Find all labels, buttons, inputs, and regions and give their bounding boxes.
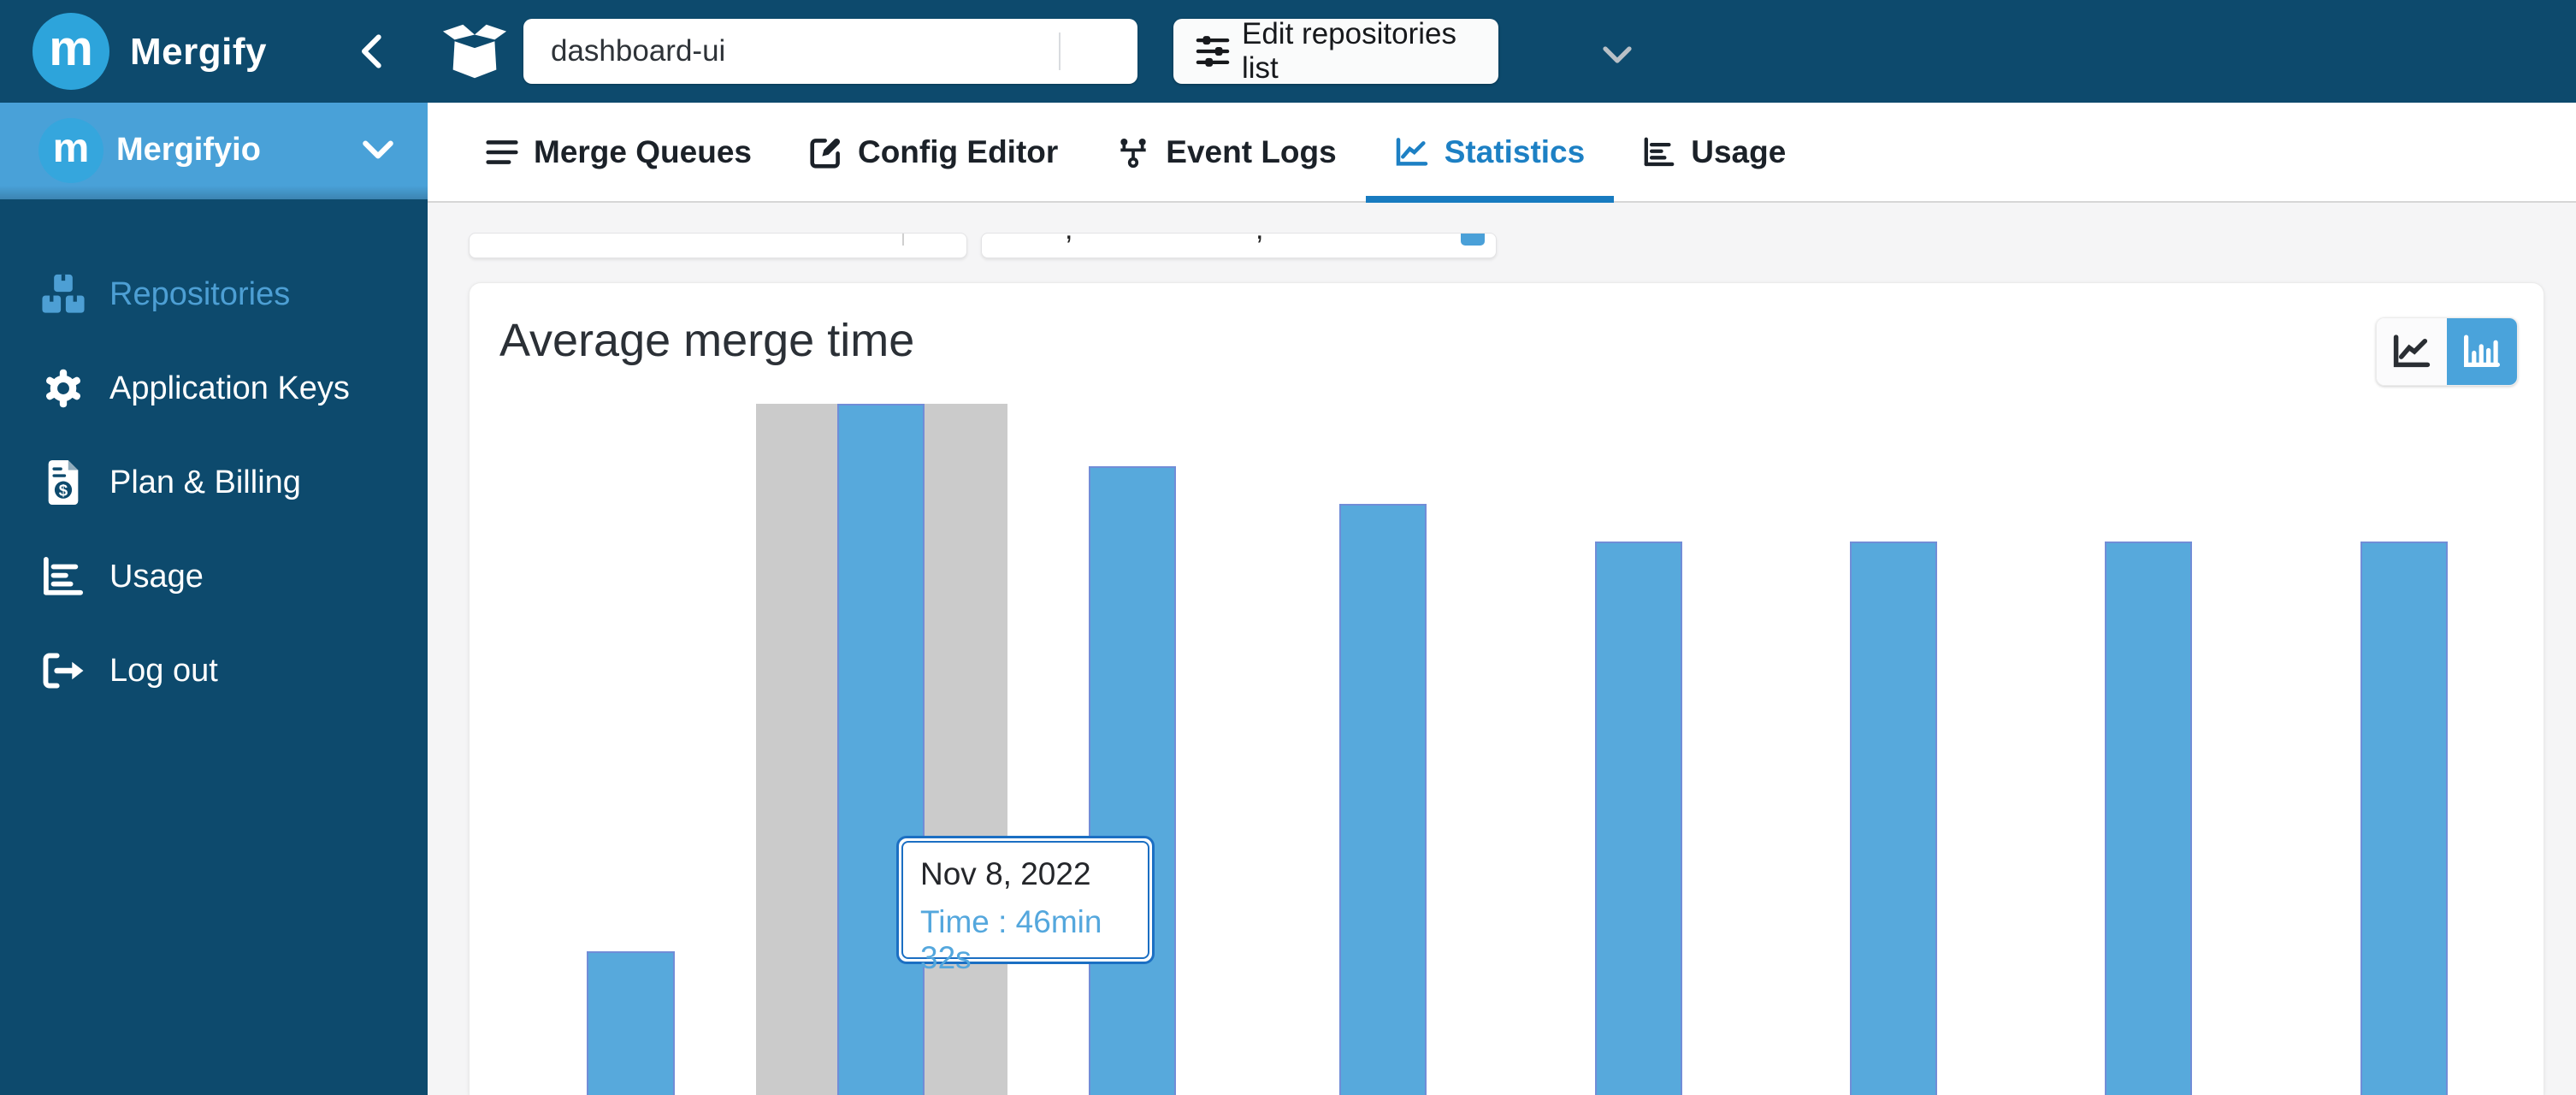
top-bar: m Mergify dashboard-ui bbox=[0, 0, 2576, 103]
repository-filter-select[interactable] bbox=[469, 233, 967, 258]
tab-label: Event Logs bbox=[1166, 133, 1337, 169]
sitemap-icon bbox=[1116, 136, 1150, 169]
cubes-icon bbox=[39, 274, 87, 315]
chart-hbar-icon bbox=[1643, 137, 1675, 168]
chart-type-toggle bbox=[2376, 317, 2518, 386]
sign-out-icon bbox=[39, 650, 87, 691]
bar-chart-toggle-button[interactable] bbox=[2447, 318, 2517, 385]
sidebar-item-logout[interactable]: Log out bbox=[0, 624, 428, 718]
svg-text:$: $ bbox=[59, 481, 68, 499]
average-merge-time-card: Average merge time bbox=[469, 282, 2544, 1095]
chart-bar[interactable] bbox=[1089, 466, 1176, 1095]
tab-config-editor[interactable]: Config Editor bbox=[781, 103, 1087, 201]
chevron-left-icon bbox=[356, 31, 390, 72]
tab-bar: Merge Queues Config Editor bbox=[428, 103, 2576, 203]
chart-column-icon bbox=[2462, 334, 2502, 370]
chart-bar[interactable] bbox=[837, 404, 925, 1095]
chart-bar[interactable] bbox=[1595, 542, 1682, 1095]
chart-hbar-icon bbox=[39, 556, 87, 597]
mergify-logo: m bbox=[32, 13, 109, 90]
tab-label: Merge Queues bbox=[534, 133, 752, 169]
edit-repositories-label: Edit repositories list bbox=[1242, 17, 1456, 85]
chart-line-icon bbox=[1395, 137, 1429, 168]
bars-icon bbox=[486, 138, 518, 167]
clipped-text-fragment: , bbox=[1256, 234, 1263, 246]
combobox-divider bbox=[1059, 33, 1061, 70]
sidebar-item-label: Usage bbox=[109, 558, 204, 595]
pen-square-icon bbox=[810, 136, 842, 169]
tab-event-logs[interactable]: Event Logs bbox=[1087, 103, 1365, 201]
chevron-down-icon bbox=[359, 137, 397, 163]
file-invoice-icon: $ bbox=[39, 460, 87, 505]
sidebar-item-label: Application Keys bbox=[109, 370, 350, 406]
tab-statistics[interactable]: Statistics bbox=[1365, 103, 1615, 203]
card-title: Average merge time bbox=[499, 315, 915, 366]
sidebar-item-repositories[interactable]: Repositories bbox=[0, 247, 428, 341]
chart-line-icon bbox=[2392, 334, 2431, 370]
gear-icon bbox=[39, 368, 87, 409]
sidebar-item-label: Repositories bbox=[109, 275, 291, 312]
sliders-icon bbox=[1173, 34, 1230, 68]
edit-repositories-button[interactable]: Edit repositories list bbox=[1173, 17, 1498, 85]
chart-bar[interactable] bbox=[1850, 542, 1937, 1095]
sidebar-item-plan-billing[interactable]: $ Plan & Billing bbox=[0, 435, 428, 530]
sidebar-item-label: Log out bbox=[109, 652, 218, 689]
tooltip-time: Time : 46min 32s bbox=[920, 904, 1102, 975]
box-open-icon bbox=[441, 21, 508, 82]
tab-label: Statistics bbox=[1444, 133, 1586, 169]
tooltip-date: Nov 8, 2022 bbox=[920, 856, 1091, 891]
sidebar-collapse-button[interactable] bbox=[349, 27, 397, 75]
chart-tooltip: Nov 8, 2022 Time : 46min 32s bbox=[896, 836, 1155, 975]
date-range-input[interactable]: , , bbox=[981, 233, 1497, 258]
chart-bar[interactable] bbox=[1339, 504, 1427, 1095]
bar-chart-plot[interactable] bbox=[470, 283, 2544, 1095]
calendar-icon bbox=[1461, 234, 1485, 246]
chart-bar[interactable] bbox=[2360, 542, 2448, 1095]
chevron-down-icon[interactable] bbox=[1599, 43, 1634, 70]
sidebar: m Mergifyio Repositories bbox=[0, 103, 428, 1095]
tab-merge-queues[interactable]: Merge Queues bbox=[457, 103, 781, 201]
sidebar-item-label: Plan & Billing bbox=[109, 464, 301, 500]
org-name: Mergifyio bbox=[116, 132, 261, 168]
chart-bar[interactable] bbox=[2105, 542, 2192, 1095]
main-content: Merge Queues Config Editor bbox=[428, 103, 2576, 1095]
tab-usage[interactable]: Usage bbox=[1614, 103, 1815, 201]
tab-label: Config Editor bbox=[857, 133, 1059, 169]
organization-selector[interactable]: m Mergifyio bbox=[0, 103, 428, 199]
sidebar-item-application-keys[interactable]: Application Keys bbox=[0, 341, 428, 435]
tab-label: Usage bbox=[1691, 133, 1787, 169]
line-chart-toggle-button[interactable] bbox=[2377, 318, 2447, 385]
repository-combobox-value: dashboard-ui bbox=[551, 34, 726, 68]
repository-combobox[interactable]: dashboard-ui bbox=[523, 19, 1632, 84]
sidebar-nav: Repositories Application Keys bbox=[0, 223, 428, 718]
select-divider bbox=[902, 234, 904, 246]
brand-name: Mergify bbox=[130, 31, 267, 73]
chart-bar[interactable] bbox=[587, 951, 675, 1095]
sidebar-item-usage[interactable]: Usage bbox=[0, 530, 428, 624]
org-logo: m bbox=[38, 118, 103, 183]
clipped-text-fragment: , bbox=[1065, 234, 1072, 246]
